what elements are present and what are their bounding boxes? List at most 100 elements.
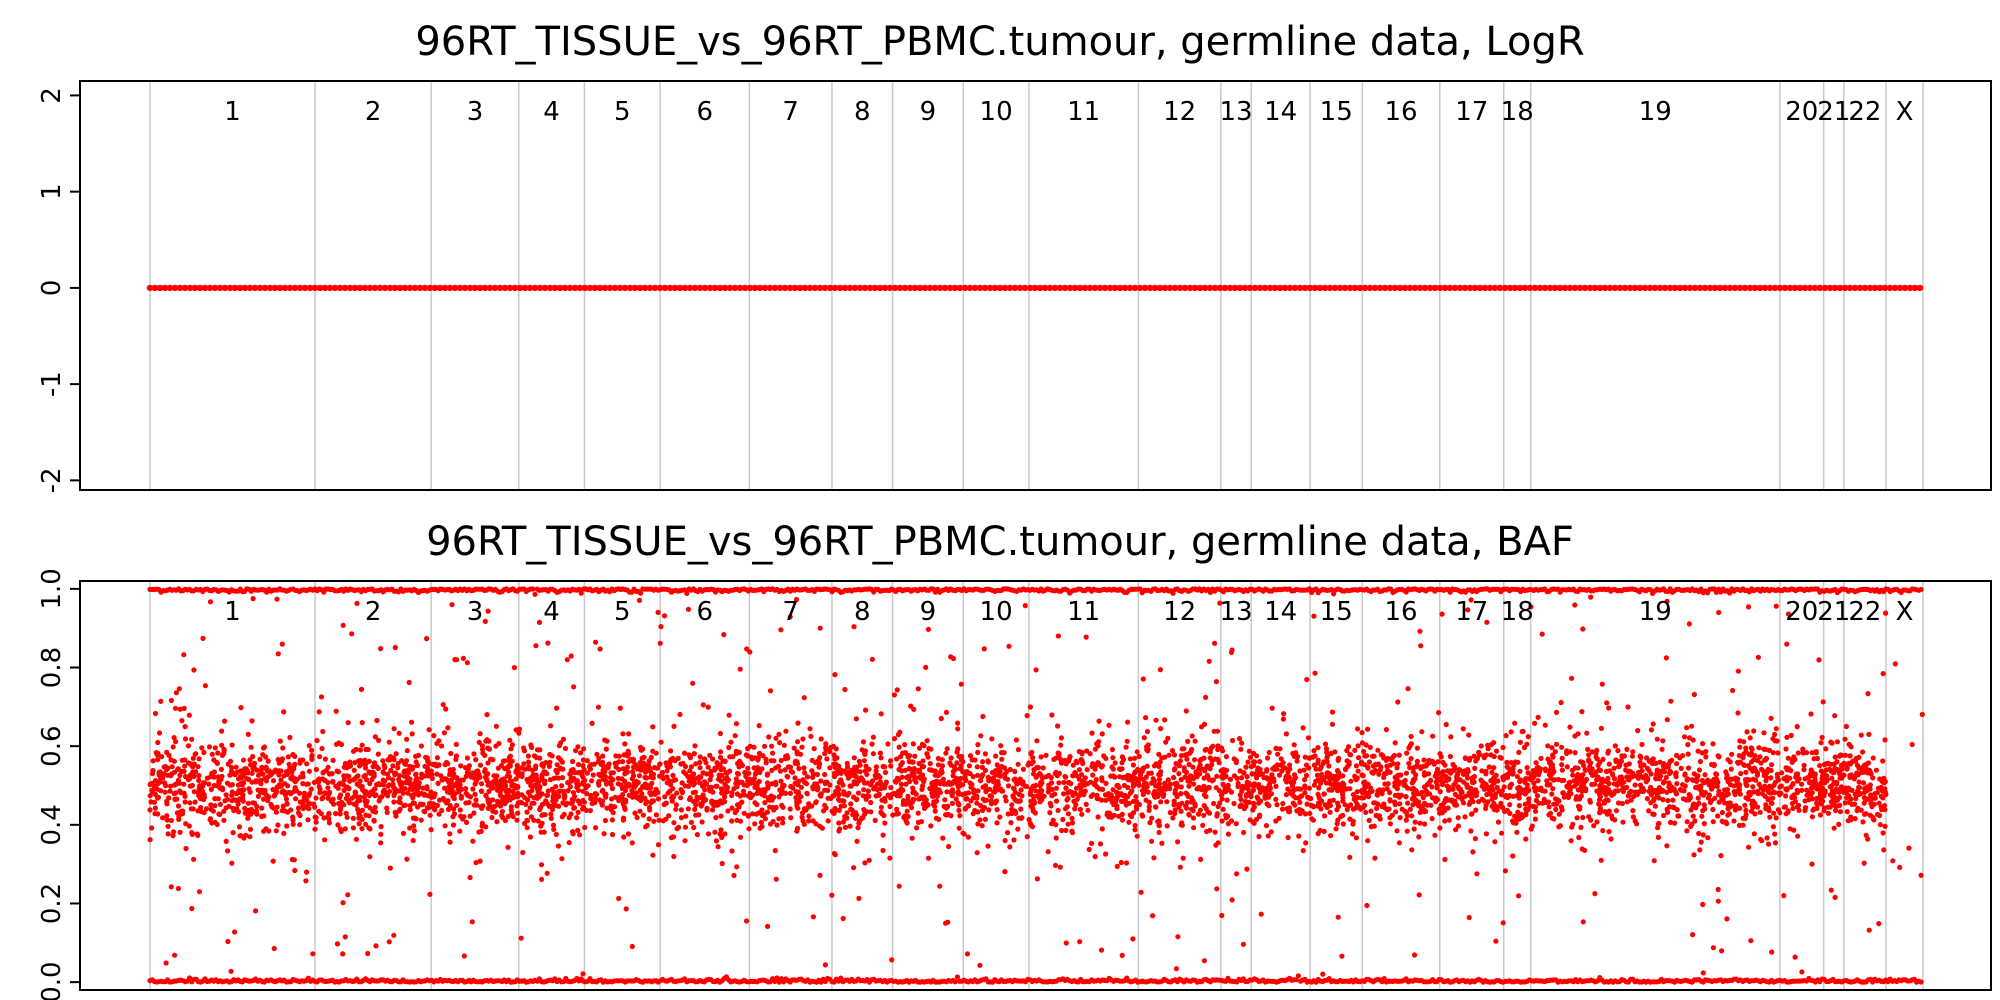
baf-point [1186, 812, 1192, 818]
baf-point [553, 831, 559, 838]
baf-point [1747, 735, 1753, 741]
baf-point [1702, 772, 1708, 778]
logr-point [741, 284, 749, 292]
baf-point [933, 815, 940, 821]
baf-point [940, 835, 946, 841]
baf-point [673, 777, 679, 783]
baf-point [1355, 726, 1361, 732]
baf-point [1692, 818, 1698, 824]
logr-point [411, 284, 419, 292]
baf-point [1279, 806, 1286, 812]
baf-point [1567, 749, 1573, 755]
logr-point [611, 284, 619, 292]
logr-point [571, 284, 579, 292]
chromosome-label: 15 [1320, 97, 1353, 127]
logr-title: 96RT_TISSUE_vs_96RT_PBMC.tumour, germlin… [415, 19, 1584, 65]
baf-point [1109, 746, 1115, 753]
baf-point [673, 806, 679, 812]
baf-point [514, 817, 520, 823]
logr-point [1621, 284, 1629, 292]
baf-point [1030, 783, 1036, 789]
baf-point [1056, 780, 1062, 786]
logr-point [1191, 284, 1199, 292]
logr-point [1066, 284, 1074, 292]
baf-points [147, 586, 1925, 985]
logr-point [1096, 284, 1104, 292]
baf-point [920, 764, 927, 770]
baf-point [1322, 813, 1328, 819]
logr-point [1521, 284, 1529, 292]
logr-point [151, 284, 159, 292]
baf-point [824, 756, 830, 762]
baf-point [1794, 724, 1800, 730]
baf-point [1751, 831, 1757, 837]
baf-point [458, 763, 464, 769]
baf-point [281, 709, 287, 715]
logr-point [436, 284, 444, 292]
chromosome-label: 21 [1817, 97, 1850, 127]
logr-point [1886, 284, 1894, 292]
logr-point [1201, 284, 1209, 292]
baf-point [1460, 726, 1466, 732]
logr-point [1221, 284, 1229, 292]
baf-point [741, 810, 747, 816]
logr-point [431, 284, 439, 292]
baf-point [1450, 786, 1456, 792]
baf-point [1416, 834, 1422, 840]
baf-point [1069, 815, 1075, 822]
baf-point [186, 712, 192, 718]
logr-point [701, 284, 709, 292]
logr-point [381, 284, 389, 292]
logr-point [196, 284, 204, 292]
baf-point [1344, 807, 1350, 813]
baf-point [344, 773, 350, 779]
logr-point [906, 284, 914, 292]
baf-point [510, 813, 516, 820]
logr-point [661, 284, 669, 292]
logr-point [606, 284, 614, 292]
baf-point [1186, 761, 1192, 768]
baf-point [1785, 808, 1791, 814]
baf-point [691, 824, 697, 831]
baf-point [578, 590, 584, 596]
baf-point [1109, 764, 1115, 770]
baf-point [548, 811, 554, 817]
baf-point [1132, 827, 1138, 833]
logr-point [1711, 284, 1719, 292]
baf-point [570, 831, 576, 837]
baf-point [1700, 832, 1706, 838]
logr-point [951, 284, 959, 292]
baf-point [1624, 746, 1630, 753]
baf-point [621, 834, 627, 840]
baf-point [656, 817, 662, 823]
baf-point [1116, 813, 1122, 819]
baf-point [693, 802, 699, 808]
logr-point [1001, 284, 1009, 292]
baf-point [1048, 803, 1054, 809]
logr-point [1436, 284, 1444, 292]
logr-point [1581, 284, 1589, 292]
baf-point [965, 834, 972, 840]
baf-point [198, 805, 204, 811]
baf-point [1368, 824, 1374, 830]
baf-point [187, 800, 193, 806]
baf-point [603, 792, 609, 798]
logr-point [426, 284, 434, 292]
logr-point [1836, 284, 1844, 292]
baf-point [1018, 806, 1024, 812]
baf-point [1192, 801, 1198, 807]
logr-point [726, 284, 734, 292]
baf-point [245, 800, 251, 806]
baf-point [1087, 751, 1093, 757]
baf-point [478, 781, 485, 787]
baf-point [1585, 746, 1591, 753]
logr-point [1236, 284, 1244, 292]
baf-point [1378, 764, 1384, 770]
baf-point [1394, 828, 1400, 834]
logr-point [1106, 284, 1114, 292]
baf-point [1156, 829, 1162, 836]
baf-point [1759, 838, 1765, 844]
logr-point [1396, 284, 1404, 292]
logr-point [1601, 284, 1609, 292]
baf-point [1437, 789, 1443, 795]
